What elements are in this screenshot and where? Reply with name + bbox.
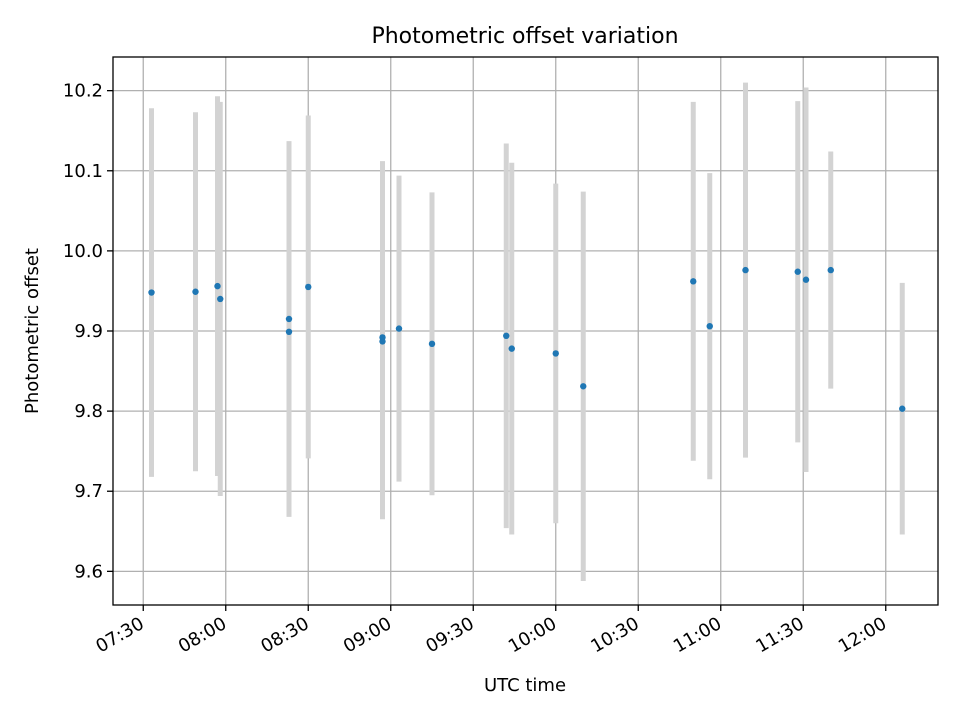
data-point [706,322,713,330]
y-axis-ticks: 9.6 9.7 9.8 9.9 10.0 10.1 10.2 [63,81,113,582]
data-point [217,295,224,303]
data-point [503,332,510,340]
data-point [192,288,199,295]
x-axis-title: UTC time [484,675,566,696]
y-tick-label: 9.6 [74,561,103,582]
data-point [285,328,293,336]
data-point [742,266,749,274]
data-points [148,266,906,412]
y-tick-label: 9.9 [74,321,103,342]
data-point [827,266,834,274]
data-point [305,283,312,291]
data-point [580,383,587,390]
data-point [379,334,386,341]
data-point [395,325,403,332]
data-point [552,350,559,357]
data-point [285,315,293,323]
chart-title: Photometric offset variation [371,24,678,49]
y-tick-label: 9.8 [74,401,103,422]
y-tick-label: 9.7 [74,481,103,502]
y-tick-label: 10.1 [63,161,103,182]
data-point [214,282,221,290]
data-point [690,278,697,285]
data-point [802,276,810,283]
data-point [899,405,906,412]
data-point [428,340,436,348]
data-point [794,268,801,275]
y-tick-label: 10.0 [63,241,103,262]
data-point [148,289,155,296]
y-tick-label: 10.2 [63,81,103,102]
y-axis-title: Photometric offset [22,248,43,414]
data-point [508,345,515,352]
